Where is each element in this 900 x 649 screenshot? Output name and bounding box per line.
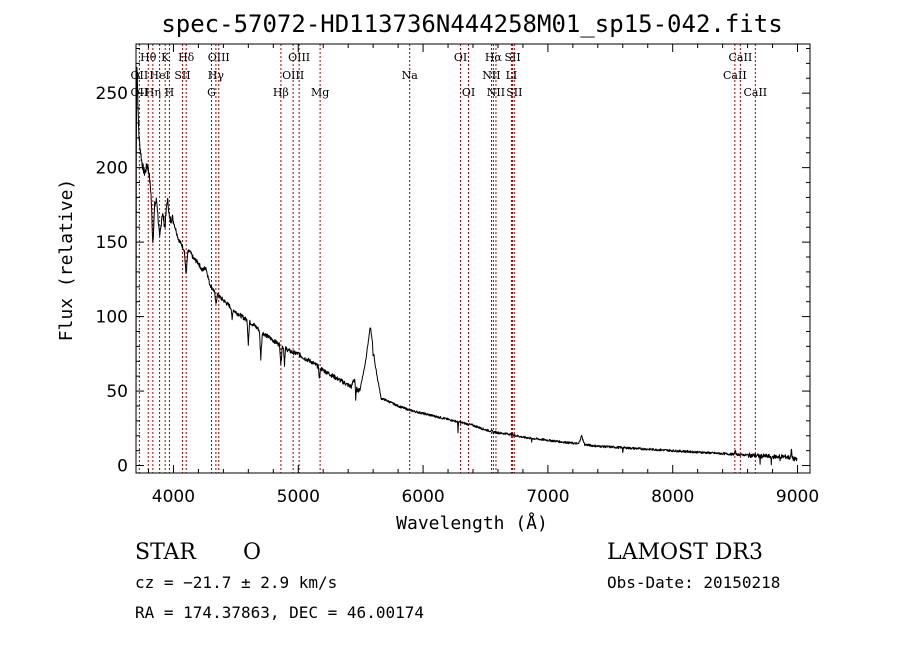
- x-tick-label: 8000: [651, 487, 694, 507]
- line-label: Na: [402, 69, 419, 82]
- line-label: OII: [131, 69, 149, 82]
- line-label: HeI: [149, 69, 169, 82]
- line-label: CaII: [723, 69, 747, 82]
- x-tick-label: 4000: [152, 487, 195, 507]
- y-tick-label: 100: [96, 308, 128, 328]
- line-label: OIII: [208, 51, 230, 64]
- x-tick-label: 7000: [526, 487, 569, 507]
- x-tick-label: 5000: [277, 487, 320, 507]
- line-label: Hγ: [208, 69, 225, 82]
- obs-date: Obs-Date: 20150218: [607, 573, 781, 592]
- line-label: Hη: [145, 86, 161, 99]
- line-label: CaII: [743, 86, 767, 99]
- line-label: K: [161, 51, 170, 64]
- line-label: NII: [487, 86, 505, 99]
- line-label: H: [165, 86, 175, 99]
- line-label: SII: [506, 86, 522, 99]
- y-tick-label: 200: [96, 159, 128, 179]
- line-label: CaII: [729, 51, 753, 64]
- y-axis: 0 50 100 150 200 250: [96, 47, 810, 477]
- x-tick-label: 9000: [776, 487, 819, 507]
- y-tick-label: 250: [96, 84, 128, 104]
- line-label: SII: [174, 69, 190, 82]
- x-axis-label: Wavelength (Å): [396, 512, 548, 534]
- line-label: Mg: [311, 86, 329, 99]
- line-label: NII: [482, 69, 500, 82]
- coordinates: RA = 174.37863, DEC = 46.00174: [135, 603, 424, 622]
- redshift-text: cz = −21.7 ± 2.9 km/s: [135, 573, 338, 592]
- chart-title: spec-57072-HD113736N444258M01_sp15-042.f…: [161, 10, 782, 38]
- subclass: O: [243, 540, 262, 565]
- line-markers: [138, 44, 756, 473]
- line-label: OIII: [282, 69, 304, 82]
- object-class: STAR: [135, 540, 196, 565]
- line-label: SII: [504, 51, 520, 64]
- line-label: Hβ: [273, 86, 289, 99]
- line-label: OI: [462, 86, 475, 99]
- line-label: OI: [454, 51, 467, 64]
- y-axis-label: Flux (relative): [56, 179, 77, 342]
- line-label: G: [207, 86, 216, 99]
- y-tick-label: 150: [96, 233, 128, 253]
- line-label: Hδ: [178, 51, 195, 64]
- survey-name: LAMOST DR3: [607, 540, 763, 565]
- y-tick-label: 0: [117, 457, 128, 477]
- spectrum-line: [135, 66, 798, 466]
- line-label: OII: [131, 86, 149, 99]
- plot-frame: [135, 43, 811, 474]
- line-label: Hθ: [140, 51, 157, 64]
- line-label: OIII: [288, 51, 310, 64]
- line-label: Hα: [485, 51, 503, 64]
- line-label: LI: [506, 69, 518, 82]
- y-tick-label: 50: [106, 382, 128, 402]
- x-axis: 4000 5000 6000 7000 8000 9000: [147, 44, 819, 507]
- x-tick-label: 6000: [401, 487, 444, 507]
